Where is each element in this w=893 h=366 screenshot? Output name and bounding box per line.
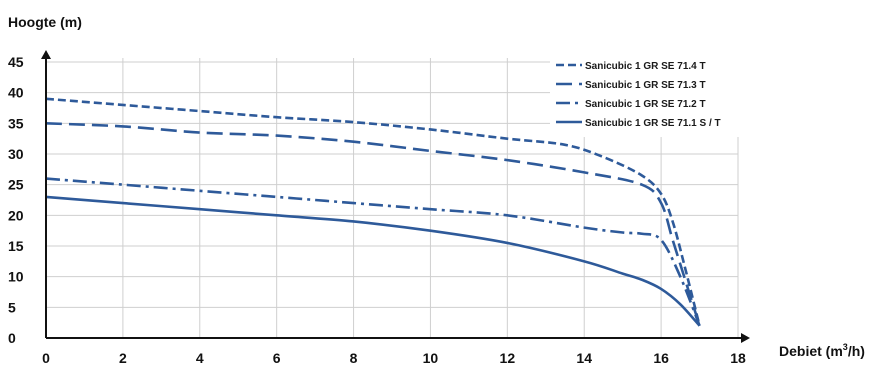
series-lines <box>45 97 701 327</box>
legend-label-3: Sanicubic 1 GR SE 71.2 T <box>585 99 706 110</box>
grid <box>46 58 739 338</box>
x-tick-label: 12 <box>500 350 516 366</box>
x-tick-label: 4 <box>196 350 204 366</box>
y-tick-label: 45 <box>8 54 24 70</box>
x-tick-label: 2 <box>119 350 127 366</box>
series-line-4 <box>45 195 701 327</box>
axes <box>41 50 750 343</box>
x-tick-label: 6 <box>273 350 281 366</box>
x-tick-label: 16 <box>653 350 669 366</box>
y-tick-label: 20 <box>8 207 24 223</box>
series-line-3 <box>45 177 701 327</box>
tick-labels: 0 2 4 6 8 10 12 14 16 18 0 5 10 15 20 25 30 35 40 45 <box>8 54 746 366</box>
legend-background <box>550 55 750 137</box>
x-tick-label: 18 <box>730 350 746 366</box>
x-axis-title: Debiet (m3/h) <box>779 342 865 359</box>
x-axis-title-tail: /h) <box>848 343 865 359</box>
y-axis-title: Hoogte (m) <box>8 14 82 30</box>
x-tick-label: 10 <box>423 350 439 366</box>
y-axis-arrow <box>41 50 51 59</box>
y-tick-label: 30 <box>8 146 24 162</box>
y-tick-label: 5 <box>8 299 16 315</box>
legend-label-4: Sanicubic 1 GR SE 71.1 S / T <box>585 118 721 129</box>
y-tick-label: 10 <box>8 269 24 285</box>
legend: Sanicubic 1 GR SE 71.4 T Sanicubic 1 GR S… <box>550 55 750 137</box>
legend-label-2: Sanicubic 1 GR SE 71.3 T <box>585 80 706 91</box>
y-tick-label: 0 <box>8 330 16 346</box>
series-line-1 <box>45 97 701 327</box>
x-tick-label: 8 <box>350 350 358 366</box>
x-axis-title-main: Debiet (m <box>779 343 843 359</box>
y-tick-label: 15 <box>8 238 24 254</box>
x-tick-label: 14 <box>576 350 592 366</box>
x-axis-title-sup: 3 <box>843 342 848 352</box>
x-axis-arrow <box>741 333 750 343</box>
y-tick-label: 35 <box>8 115 24 131</box>
series-line-2 <box>45 122 701 327</box>
y-tick-label: 40 <box>8 85 24 101</box>
legend-label-1: Sanicubic 1 GR SE 71.4 T <box>585 61 706 72</box>
x-tick-label: 0 <box>42 350 50 366</box>
y-tick-label: 25 <box>8 177 24 193</box>
